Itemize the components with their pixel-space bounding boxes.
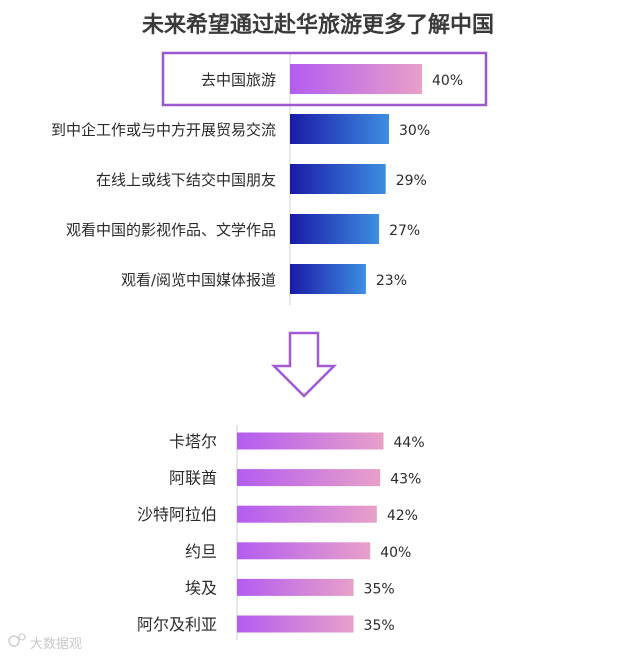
bar bbox=[290, 164, 386, 194]
bar bbox=[237, 542, 371, 560]
value-label: 35% bbox=[364, 581, 395, 597]
bar bbox=[237, 578, 354, 596]
value-label: 35% bbox=[364, 618, 395, 634]
bar bbox=[290, 64, 422, 94]
category-label: 阿联酋 bbox=[169, 469, 217, 488]
category-label: 阿尔及利亚 bbox=[137, 615, 217, 634]
value-label: 23% bbox=[376, 273, 407, 289]
bar bbox=[290, 214, 380, 244]
category-label: 卡塔尔 bbox=[169, 432, 217, 451]
bar bbox=[290, 264, 366, 294]
bar bbox=[237, 469, 381, 487]
top-chart: 去中国旅游 40% 到中企工作或与中方开展贸易交流 30% 在线上或线下结交中国朋友 29… bbox=[51, 51, 488, 305]
category-label: 观看中国的影视作品、文学作品 bbox=[66, 221, 276, 239]
bar bbox=[237, 615, 354, 633]
category-label: 在线上或线下结交中国朋友 bbox=[96, 171, 276, 189]
value-label: 27% bbox=[389, 223, 420, 239]
value-label: 29% bbox=[396, 173, 427, 189]
category-label: 观看/阅览中国媒体报道 bbox=[121, 271, 276, 289]
bottom-chart: 卡塔尔 44% 阿联酋 43% 沙特阿拉伯 42% 约旦 40% 埃及 35% 阿尔及利亚 35% bbox=[137, 425, 425, 640]
value-label: 40% bbox=[432, 73, 463, 89]
watermark-logo bbox=[8, 633, 26, 647]
bar bbox=[290, 114, 389, 144]
category-label: 到中企工作或与中方开展贸易交流 bbox=[51, 121, 276, 139]
down-arrow-icon bbox=[270, 331, 338, 398]
value-label: 44% bbox=[394, 435, 425, 451]
value-label: 30% bbox=[399, 123, 430, 139]
value-label: 43% bbox=[390, 472, 421, 488]
value-label: 42% bbox=[387, 508, 418, 524]
bar bbox=[237, 505, 377, 523]
category-label: 沙特阿拉伯 bbox=[137, 505, 217, 524]
highlight-box bbox=[161, 51, 488, 107]
category-label: 埃及 bbox=[185, 578, 217, 597]
chart-title: 未来希望通过赴华旅游更多了解中国 bbox=[142, 12, 494, 38]
category-label: 约旦 bbox=[185, 542, 217, 561]
watermark-text: 大数据观 bbox=[30, 637, 82, 652]
bar bbox=[237, 432, 384, 450]
value-label: 40% bbox=[380, 545, 411, 561]
category-label: 去中国旅游 bbox=[201, 71, 276, 89]
watermark: 大数据观 bbox=[8, 633, 82, 652]
